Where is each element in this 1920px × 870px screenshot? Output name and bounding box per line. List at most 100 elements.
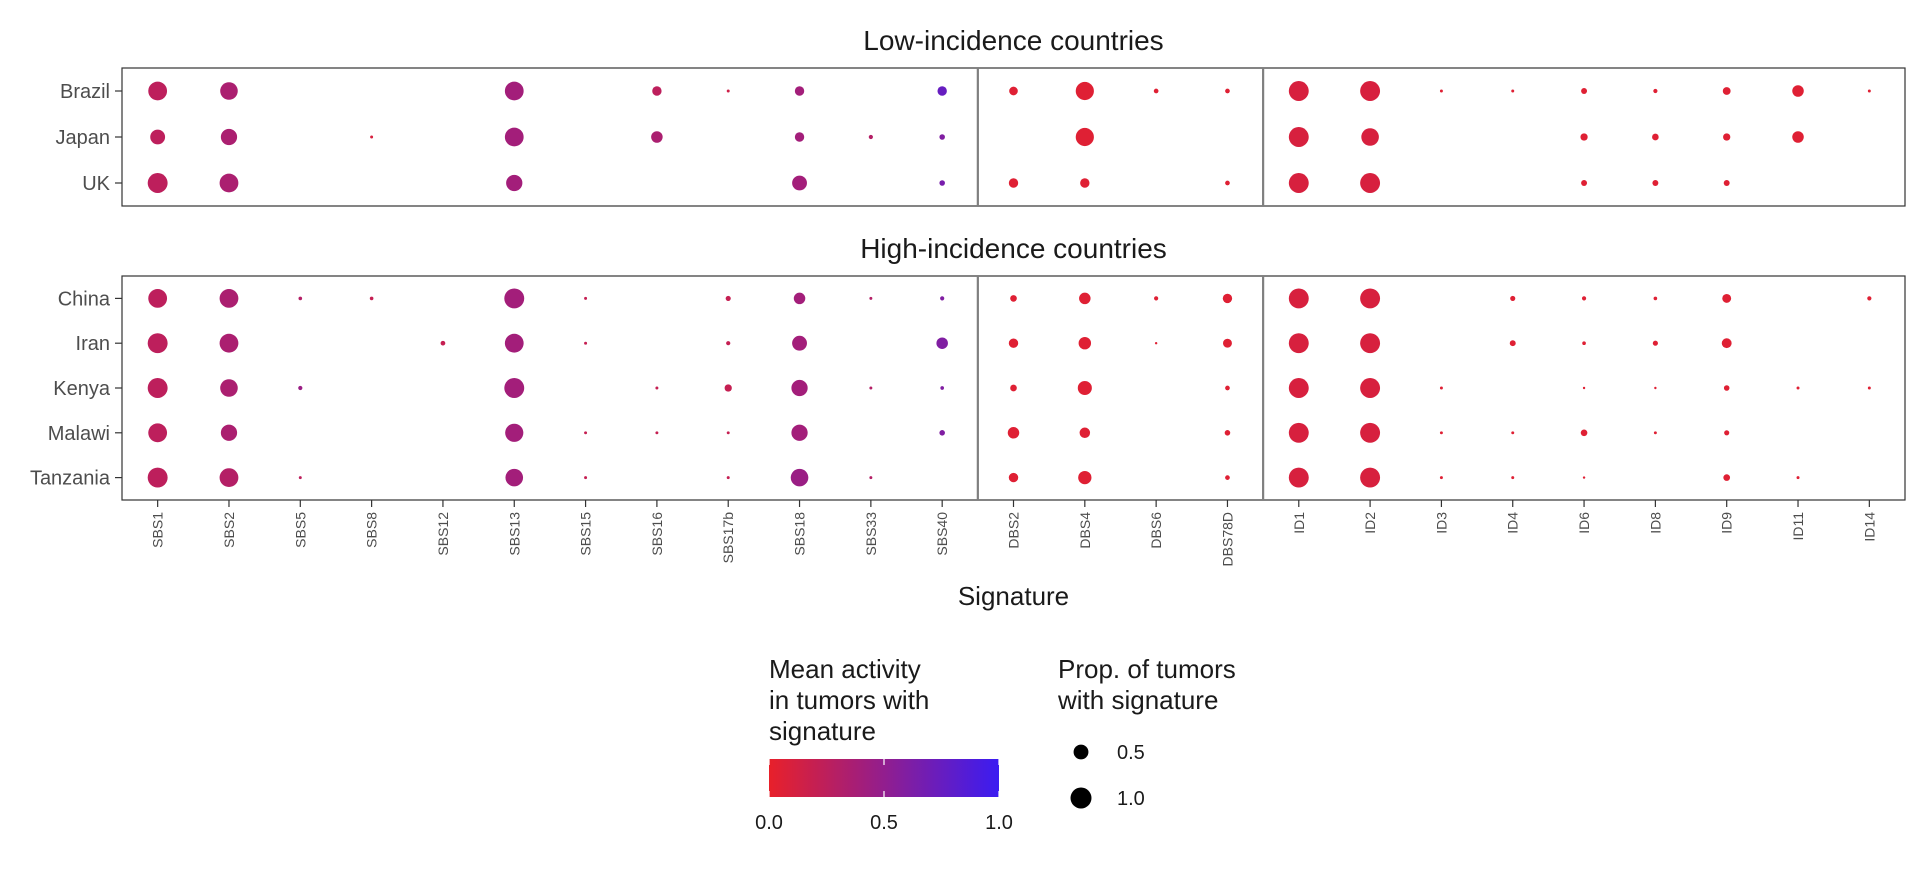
dot-kenya-dbs2	[1010, 384, 1017, 392]
dot-kenya-dbs78d	[1225, 385, 1230, 391]
panel-title-low-incidence-countries: Low-incidence countries	[863, 25, 1163, 56]
x-tick-label-sbs1: SBS1	[150, 512, 166, 548]
dot-china-dbs6	[1154, 296, 1159, 301]
dot-japan-id1	[1288, 127, 1309, 147]
dot-kenya-sbs18	[791, 379, 808, 397]
size-legend-title-line-1: Prop. of tumors	[1058, 654, 1236, 684]
dot-iran-sbs40	[936, 337, 948, 349]
x-tick-label-dbs4: DBS4	[1077, 512, 1093, 549]
dot-japan-sbs13	[504, 127, 524, 147]
dot-malawi-sbs13	[505, 423, 524, 442]
panel-title-high-incidence-countries: High-incidence countries	[860, 233, 1167, 264]
dot-iran-dbs78d	[1223, 338, 1232, 348]
dot-brazil-dbs2	[1009, 86, 1018, 96]
dot-malawi-id2	[1360, 422, 1381, 443]
x-tick-label-sbs16: SBS16	[649, 512, 665, 556]
dot-japan-sbs16	[651, 131, 663, 143]
dot-iran-dbs6	[1154, 342, 1158, 345]
dot-china-id2	[1360, 288, 1381, 309]
x-tick-label-id8: ID8	[1647, 512, 1663, 534]
dot-iran-id9	[1721, 338, 1732, 349]
dot-uk-id9	[1723, 180, 1730, 186]
dot-iran-id8	[1652, 340, 1658, 346]
dot-malawi-id4	[1511, 431, 1515, 435]
dot-tanzania-id2	[1360, 467, 1381, 488]
dot-china-sbs18	[793, 292, 806, 305]
dot-malawi-sbs40	[939, 430, 945, 436]
size-legend-label-1: 1.0	[1117, 788, 1145, 810]
dot-brazil-id2	[1360, 81, 1381, 101]
dot-japan-id8	[1652, 133, 1659, 141]
row-label-malawi: Malawi	[48, 423, 110, 445]
dot-japan-id2	[1361, 128, 1379, 146]
dot-malawi-sbs2	[220, 424, 238, 441]
dot-tanzania-id11	[1796, 476, 1800, 480]
dot-kenya-sbs2	[220, 379, 238, 397]
x-tick-label-id14: ID14	[1861, 512, 1877, 542]
dot-malawi-id6	[1580, 429, 1588, 437]
x-tick-label-id3: ID3	[1433, 512, 1449, 534]
x-tick-label-dbs2: DBS2	[1006, 512, 1022, 549]
dot-japan-dbs4	[1075, 127, 1094, 147]
dot-brazil-id9	[1722, 87, 1731, 95]
x-tick-label-sbs13: SBS13	[506, 512, 522, 556]
color-legend-label-0: 0.0	[755, 812, 783, 834]
dot-kenya-id1	[1288, 378, 1309, 398]
dot-japan-sbs40	[939, 134, 945, 140]
dot-uk-dbs4	[1080, 178, 1090, 188]
dot-tanzania-id6	[1582, 476, 1586, 479]
size-legend-dot-0	[1073, 744, 1089, 760]
dot-uk-id1	[1288, 173, 1309, 193]
color-legend-label-2: 1.0	[985, 812, 1013, 834]
dot-china-sbs2	[219, 289, 239, 308]
dot-brazil-dbs4	[1075, 81, 1094, 101]
dot-brazil-id14	[1867, 89, 1871, 93]
dot-malawi-dbs4	[1079, 427, 1091, 439]
dot-china-id9	[1722, 293, 1732, 303]
dot-tanzania-dbs4	[1078, 470, 1092, 485]
x-tick-label-sbs8: SBS8	[364, 512, 380, 548]
dot-uk-sbs40	[939, 180, 945, 186]
dot-brazil-id3	[1439, 89, 1443, 93]
dot-iran-id6	[1582, 341, 1586, 346]
dot-china-id6	[1581, 296, 1587, 301]
dot-brazil-sbs16	[652, 86, 662, 96]
dot-iran-sbs2	[219, 333, 239, 353]
dot-china-dbs2	[1010, 295, 1017, 302]
color-legend-bar	[769, 759, 999, 797]
dot-malawi-sbs15	[584, 431, 588, 435]
dot-china-id4	[1510, 295, 1516, 301]
dot-tanzania-sbs17b	[726, 476, 730, 480]
dot-china-sbs40	[940, 296, 945, 301]
dot-brazil-sbs18	[794, 86, 805, 96]
dot-tanzania-dbs78d	[1225, 475, 1230, 480]
x-tick-label-dbs78d: DBS78D	[1219, 512, 1235, 566]
dot-malawi-sbs1	[148, 423, 168, 443]
dot-malawi-sbs16	[655, 431, 659, 435]
dot-china-dbs4	[1079, 292, 1091, 305]
dot-kenya-sbs17b	[724, 384, 732, 392]
dot-brazil-sbs1	[148, 81, 168, 101]
dot-brazil-id11	[1792, 85, 1804, 97]
dot-kenya-dbs4	[1077, 380, 1092, 396]
dot-japan-id11	[1792, 131, 1804, 143]
dot-uk-id6	[1581, 180, 1588, 186]
dot-uk-sbs1	[147, 173, 168, 193]
dot-china-dbs78d	[1222, 293, 1233, 304]
dot-iran-id4	[1509, 340, 1516, 347]
dot-uk-dbs78d	[1225, 180, 1230, 186]
dot-kenya-sbs5	[298, 385, 303, 391]
dot-brazil-dbs6	[1153, 88, 1159, 94]
size-legend-dot-1	[1070, 787, 1092, 809]
dot-iran-sbs1	[147, 333, 168, 354]
dot-china-sbs1	[148, 289, 168, 308]
dot-tanzania-sbs2	[219, 468, 239, 487]
dot-malawi-id8	[1653, 431, 1657, 435]
dot-kenya-id9	[1723, 385, 1730, 391]
size-legend-label-0: 0.5	[1117, 742, 1145, 764]
dot-japan-sbs33	[868, 134, 873, 140]
dot-uk-sbs18	[792, 175, 807, 191]
x-tick-label-id1: ID1	[1291, 512, 1307, 534]
dot-iran-dbs2	[1008, 338, 1019, 348]
